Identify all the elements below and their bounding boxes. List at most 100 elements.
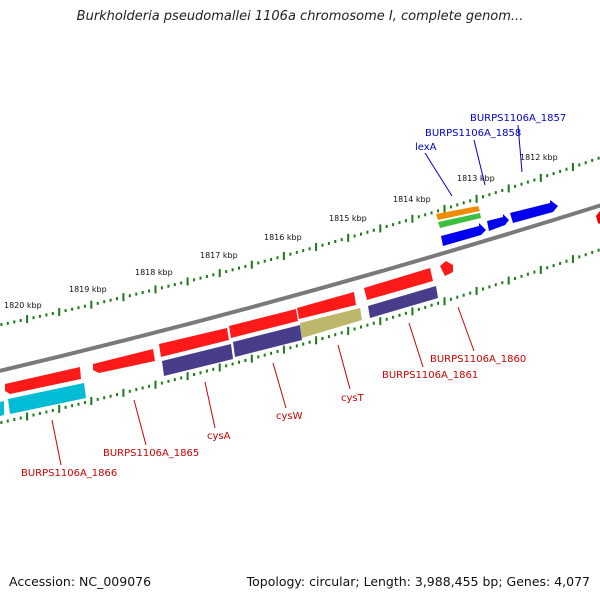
minor-tick — [482, 195, 484, 199]
gene-arrow-cysT[interactable] — [297, 292, 356, 319]
major-tick — [507, 276, 510, 285]
label-cysA: cysA — [207, 431, 231, 442]
major-tick — [154, 285, 157, 294]
minor-tick — [308, 247, 311, 251]
minor-tick — [289, 346, 292, 350]
major-tick — [26, 412, 29, 421]
minor-tick — [520, 182, 523, 186]
major-tick — [475, 194, 478, 203]
minor-tick — [180, 376, 183, 380]
major-tick — [282, 345, 285, 354]
major-tick — [186, 372, 189, 381]
minor-tick — [559, 261, 562, 265]
minor-tick — [225, 364, 228, 368]
minor-tick — [199, 276, 202, 280]
minor-tick — [263, 353, 266, 357]
minor-tick — [327, 335, 330, 339]
minor-tick — [353, 327, 356, 331]
gene-arrow-cysA[interactable] — [159, 328, 229, 357]
minor-tick — [366, 323, 369, 327]
gene-1857-arrow[interactable] — [510, 200, 558, 223]
minor-tick — [51, 408, 54, 412]
block-cysW[interactable] — [233, 325, 302, 357]
minor-tick — [103, 396, 106, 400]
minor-tick — [366, 230, 369, 234]
minor-tick — [514, 184, 517, 188]
minor-tick — [173, 283, 176, 287]
minor-tick — [482, 287, 484, 291]
gene-feature-green[interactable] — [438, 213, 481, 228]
plus-leader-lines — [424, 124, 523, 197]
major-tick — [475, 287, 478, 295]
major-tick — [315, 243, 318, 251]
minor-tick — [597, 156, 600, 160]
scale-label-1818: 1818 kbp — [135, 268, 173, 277]
minor-tick — [0, 323, 3, 327]
minor-tick — [591, 250, 594, 254]
scale-label-1816: 1816 kbp — [264, 233, 302, 242]
minor-tick — [449, 205, 452, 209]
scale-labels: 1812 kbp 1813 kbp 1814 kbp 1815 kbp 1816… — [4, 153, 558, 310]
page-title: Burkholderia pseudomallei 1106a chromoso… — [76, 9, 524, 24]
minor-tick — [141, 291, 144, 294]
minor-tick — [526, 272, 529, 276]
major-tick — [347, 233, 350, 242]
block-cysA[interactable] — [162, 344, 233, 376]
major-tick — [507, 184, 510, 193]
minor-tick — [257, 261, 260, 265]
minor-tick — [546, 174, 549, 178]
major-tick — [58, 308, 61, 317]
label-BURPS1106A_1860: BURPS1106A_1860 — [430, 354, 526, 365]
minor-tick — [533, 178, 536, 182]
minor-tick — [469, 199, 472, 203]
gene-arrow-1866[interactable] — [5, 367, 81, 394]
major-tick — [90, 300, 93, 309]
gene-arrow-1865[interactable] — [93, 349, 155, 373]
scale-label-1815: 1815 kbp — [329, 214, 367, 223]
minor-tick — [193, 278, 196, 282]
major-tick — [154, 380, 157, 389]
minor-tick — [469, 291, 472, 295]
gene-arrow-1860[interactable] — [440, 261, 453, 276]
block-1866[interactable] — [8, 383, 86, 414]
minor-tick — [263, 259, 266, 263]
minor-tick — [514, 277, 517, 280]
scale-label-1820: 1820 kbp — [4, 301, 42, 310]
block-edge[interactable] — [0, 401, 4, 416]
minor-tick — [501, 281, 504, 285]
major-tick — [250, 260, 253, 269]
gene-feature-edge[interactable] — [596, 211, 600, 224]
minor-tick — [109, 298, 112, 302]
minor-tick — [488, 285, 491, 289]
minor-tick — [45, 410, 48, 414]
minus-strand-blocks — [0, 286, 438, 416]
minor-tick — [167, 284, 170, 288]
minor-tick — [340, 238, 343, 242]
minor-tick — [372, 321, 375, 325]
minor-tick — [244, 264, 247, 268]
major-tick — [315, 336, 318, 345]
gene-arrow-1861[interactable] — [364, 268, 433, 300]
minor-tick — [546, 266, 549, 270]
scale-label-1817: 1817 kbp — [200, 251, 238, 260]
block-1861[interactable] — [368, 286, 438, 318]
gene-1858-arrow[interactable] — [487, 214, 509, 231]
block-cysT[interactable] — [300, 308, 362, 338]
gene-lexA-arrow[interactable] — [441, 223, 486, 246]
minor-tick — [591, 158, 594, 162]
minor-tick — [276, 349, 279, 353]
minus-strand-red-features — [5, 261, 453, 394]
scale-label-1812: 1812 kbp — [520, 153, 558, 162]
major-tick — [218, 269, 221, 278]
gene-arrow-cysW[interactable] — [229, 309, 298, 338]
minor-tick — [494, 283, 497, 287]
gene-feature-orange[interactable] — [436, 206, 480, 220]
major-tick — [411, 307, 414, 316]
minor-tick — [38, 412, 41, 415]
label-BURPS1106A_1858: BURPS1106A_1858 — [425, 128, 521, 139]
scale-label-1813: 1813 kbp — [457, 174, 495, 183]
minor-tick — [71, 307, 74, 311]
minor-tick — [565, 259, 568, 263]
minor-tick — [238, 266, 240, 270]
